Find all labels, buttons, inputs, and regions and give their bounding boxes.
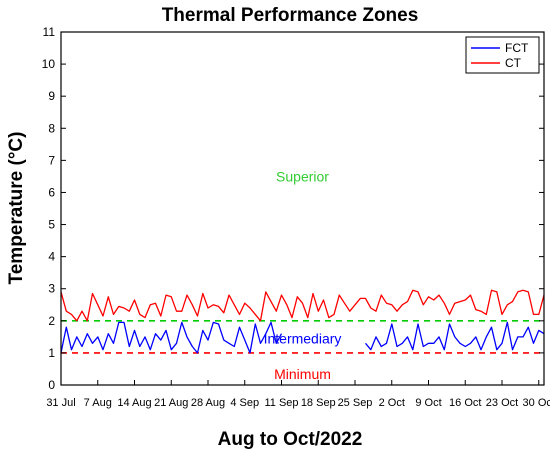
x-axis-label: Aug to Oct/2022 xyxy=(218,429,363,450)
x-tick-label: 11 Sep xyxy=(264,397,298,409)
legend-label-ct: CT xyxy=(505,56,522,70)
x-tick-label: 16 Oct xyxy=(449,397,481,409)
y-tick-label: 1 xyxy=(48,346,55,360)
y-tick-label: 2 xyxy=(48,314,55,328)
y-tick-label: 11 xyxy=(43,25,56,39)
zone-label-minimum: Minimum xyxy=(274,366,331,382)
y-axis-label: Temperature (°C) xyxy=(6,132,27,285)
x-tick-label: 23 Oct xyxy=(486,397,518,409)
x-tick-label: 31 Jul xyxy=(46,397,75,409)
y-tick-label: 6 xyxy=(48,185,55,199)
plot-frame xyxy=(60,31,545,386)
x-tick-label: 7 Aug xyxy=(84,397,112,409)
x-tick-label: 9 Oct xyxy=(415,397,441,409)
zone-label-intermediary: Intermediary xyxy=(264,330,342,346)
y-tick-label: 7 xyxy=(48,153,55,167)
chart-title: Thermal Performance Zones xyxy=(162,5,419,26)
series-line-ct-0 xyxy=(60,289,545,322)
x-tick-label: 28 Aug xyxy=(191,397,225,409)
y-tick-label: 3 xyxy=(48,282,55,296)
x-tick-label: 14 Aug xyxy=(117,397,151,409)
x-tick-label: 30 Oct xyxy=(523,397,550,409)
x-tick-label: 4 Sep xyxy=(230,397,259,409)
y-tick-label: 4 xyxy=(48,250,55,264)
y-tick-label: 5 xyxy=(48,218,55,232)
x-tick-label: 2 Oct xyxy=(379,397,405,409)
y-tick-label: 10 xyxy=(42,57,56,71)
series-line-fct-0 xyxy=(60,321,283,354)
x-tick-label: 21 Aug xyxy=(154,397,188,409)
series-line-fct-1 xyxy=(364,321,545,351)
x-tick-label: 25 Sep xyxy=(338,397,373,409)
legend-label-fct: FCT xyxy=(505,41,529,55)
zone-label-superior: Superior xyxy=(276,168,329,184)
y-tick-label: 0 xyxy=(48,378,55,392)
x-tick-label: 18 Sep xyxy=(301,397,336,409)
y-tick-label: 9 xyxy=(48,89,55,103)
legend: FCT CT xyxy=(465,36,540,74)
legend-box xyxy=(465,36,540,74)
y-tick-label: 8 xyxy=(48,121,55,135)
